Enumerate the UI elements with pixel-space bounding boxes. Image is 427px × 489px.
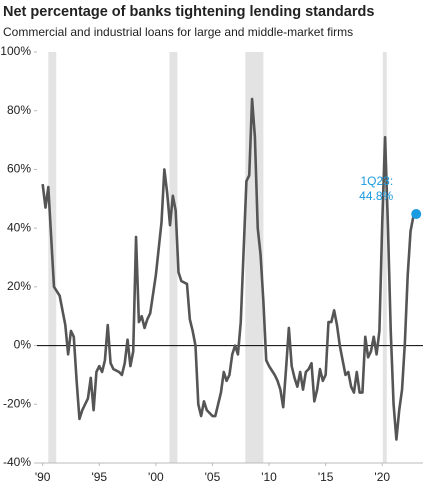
y-tick-label: 0%	[14, 338, 32, 352]
latest-point	[411, 209, 422, 220]
chart-title: Net percentage of banks tightening lendi…	[3, 4, 374, 20]
y-tick-label: 20%	[7, 279, 31, 293]
y-tick-label: -20%	[3, 396, 31, 410]
y-tick-label: 60%	[7, 162, 31, 176]
recession-band	[169, 52, 178, 463]
x-tick-label: '10	[261, 470, 277, 484]
annotation: 44.8%	[359, 189, 393, 203]
x-tick-label: '15	[318, 470, 334, 484]
y-tick-label: 80%	[7, 103, 31, 117]
y-tick-label: 100%	[0, 44, 31, 58]
x-tick-label: '00	[148, 470, 164, 484]
data-line	[41, 97, 418, 441]
annotation: 1Q23:	[361, 174, 394, 188]
y-tick-label: -40%	[3, 455, 31, 469]
y-tick-label: 40%	[7, 220, 31, 234]
x-tick-label: '20	[374, 470, 390, 484]
x-tick-label: '05	[205, 470, 221, 484]
x-tick-label: '95	[91, 470, 107, 484]
x-tick-label: '90	[35, 470, 51, 484]
chart-subtitle: Commercial and industrial loans for larg…	[3, 25, 353, 39]
recession-band	[382, 52, 387, 463]
